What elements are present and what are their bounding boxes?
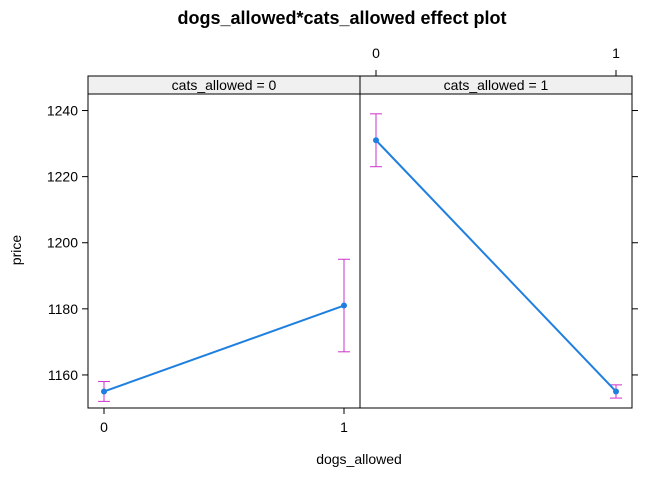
x-tick-label-top: 0: [372, 45, 380, 61]
data-point: [341, 302, 347, 309]
data-point: [373, 137, 379, 144]
x-tick-label-bottom: 0: [100, 419, 108, 435]
y-tick-label: 1200: [47, 235, 78, 251]
series-line-0: [103, 304, 345, 393]
strip-label-1: cats_allowed = 1: [444, 77, 549, 93]
y-tick-label: 1240: [47, 103, 78, 119]
x-axis-label: dogs_allowed: [316, 451, 402, 467]
chart-title: dogs_allowed*cats_allowed effect plot: [177, 8, 506, 28]
strip-label-0: cats_allowed = 0: [172, 77, 277, 93]
series-line-1: [375, 139, 617, 393]
x-tick-label-top: 1: [612, 45, 620, 61]
data-point: [101, 388, 107, 395]
x-tick-label-bottom: 1: [340, 419, 348, 435]
plot-area: cats_allowed = 0 cats_allowed = 1 1160 1180…: [47, 45, 638, 435]
data-point: [613, 388, 619, 395]
y-tick-label: 1160: [48, 367, 78, 383]
y-tick-label: 1180: [48, 301, 78, 317]
y-axis-label: price: [8, 235, 24, 266]
y-tick-label: 1220: [47, 169, 78, 185]
